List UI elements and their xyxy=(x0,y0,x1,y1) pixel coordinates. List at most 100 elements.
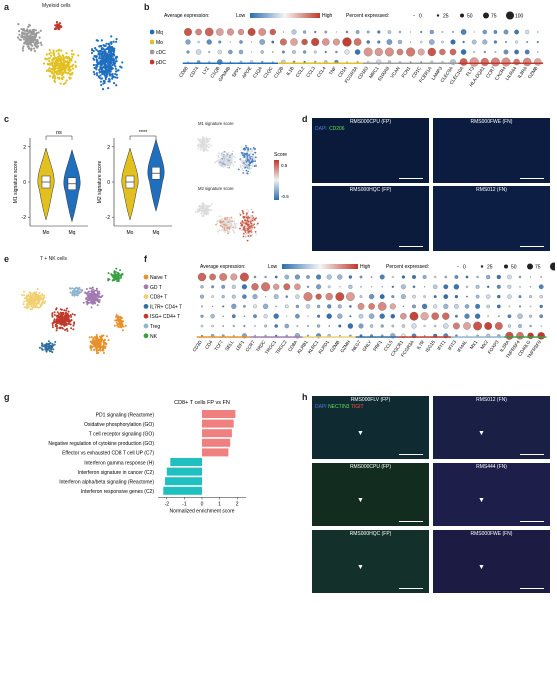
score-point xyxy=(202,140,205,143)
umap-point xyxy=(119,317,122,320)
umap-point xyxy=(22,290,25,293)
expression-dot xyxy=(423,324,426,328)
score-point xyxy=(254,230,257,233)
umap-point xyxy=(106,66,109,69)
expression-dot xyxy=(423,295,426,298)
umap-point xyxy=(102,50,106,53)
gene-label: IFIT1 xyxy=(436,339,446,351)
score-point xyxy=(223,223,226,226)
umap-point xyxy=(85,288,88,291)
umap-point xyxy=(55,329,58,332)
expression-dot xyxy=(444,275,448,279)
umap-point xyxy=(52,52,56,56)
micrograph-d2-title: RMS000FWE (FN) xyxy=(470,119,513,125)
score-point xyxy=(194,211,197,213)
umap-point xyxy=(69,73,72,76)
umap-point xyxy=(63,309,66,312)
umap-point xyxy=(100,70,103,74)
umap-point xyxy=(59,82,62,85)
expression-dot xyxy=(316,324,321,328)
score-point xyxy=(197,210,200,213)
score-point xyxy=(230,155,233,158)
score-point xyxy=(242,212,245,215)
expression-dot xyxy=(231,284,236,289)
gene-group-bar xyxy=(373,62,385,64)
umap-point xyxy=(121,61,124,64)
umap-point xyxy=(67,319,70,322)
expression-dot xyxy=(204,27,214,37)
umap-point xyxy=(26,304,29,307)
score-point xyxy=(252,153,254,156)
expression-dot xyxy=(391,295,395,299)
expression-dot xyxy=(507,274,512,280)
expression-dot xyxy=(493,30,498,34)
group-color-dot xyxy=(143,323,149,329)
umap-point xyxy=(33,299,36,302)
arrowhead-icon: ▼ xyxy=(357,430,364,437)
umap-point xyxy=(65,309,68,312)
umap-point xyxy=(23,29,26,32)
umap-point xyxy=(39,41,42,44)
score-point xyxy=(243,154,245,157)
expression-dot xyxy=(433,304,438,309)
expression-dot xyxy=(370,286,373,288)
umap-point xyxy=(71,313,74,316)
micrograph-h6-title: RMS000FWE (FN) xyxy=(470,531,513,537)
umap-point xyxy=(66,63,70,66)
score-point xyxy=(226,227,229,229)
umap-point xyxy=(39,29,42,32)
category-label: Interferon alpha/beta signaling (Reactom… xyxy=(59,480,154,486)
umap-point xyxy=(47,348,50,351)
umap-point xyxy=(45,69,48,72)
umap-point xyxy=(74,64,77,68)
umap-point xyxy=(96,74,99,77)
umap-point xyxy=(102,47,105,51)
expression-dot xyxy=(539,304,543,309)
umap-point xyxy=(93,55,96,58)
umap-point xyxy=(91,286,94,289)
panel-label-c: c xyxy=(4,114,10,124)
umap-point xyxy=(106,55,109,58)
umap-point xyxy=(45,342,48,345)
gene-group-bar xyxy=(482,336,494,338)
expression-dot xyxy=(539,294,543,299)
umap-point xyxy=(57,314,60,317)
expression-dot xyxy=(475,294,480,299)
score-point xyxy=(232,150,235,153)
expression-dot xyxy=(296,325,299,327)
umap-point xyxy=(72,324,75,327)
x-tick-label: 2 xyxy=(236,501,239,507)
gene-group-bar xyxy=(440,336,452,338)
expression-dot xyxy=(384,47,394,57)
umap-point xyxy=(111,55,114,58)
gene-label: VCAN xyxy=(389,66,400,79)
umap-point xyxy=(98,55,101,58)
expression-dot xyxy=(284,323,290,329)
umap-point xyxy=(96,39,99,42)
gene-label: FLT3 xyxy=(465,65,475,77)
umap-point xyxy=(99,347,102,350)
score-point xyxy=(253,165,256,167)
expression-dot xyxy=(441,31,444,33)
umap-point xyxy=(98,61,101,64)
umap-point xyxy=(90,300,93,303)
score-point xyxy=(249,222,252,224)
umap-point xyxy=(57,55,60,58)
gene-group-bar xyxy=(451,336,462,338)
expression-dot xyxy=(377,30,381,34)
umap-point xyxy=(91,302,94,305)
umap-point xyxy=(118,322,121,325)
umap-point xyxy=(102,348,105,351)
umap-point xyxy=(47,340,50,343)
score-point xyxy=(243,172,246,175)
umap-point xyxy=(49,70,52,73)
umap-point xyxy=(44,347,47,350)
umap-point xyxy=(67,316,70,319)
umap-point xyxy=(110,59,113,62)
violin-ytick: 0 xyxy=(23,180,26,186)
gene-group-bar xyxy=(182,62,194,64)
score-point xyxy=(228,228,231,230)
umap-point xyxy=(30,305,33,308)
umap-point xyxy=(109,65,113,68)
umap-point xyxy=(124,324,127,327)
